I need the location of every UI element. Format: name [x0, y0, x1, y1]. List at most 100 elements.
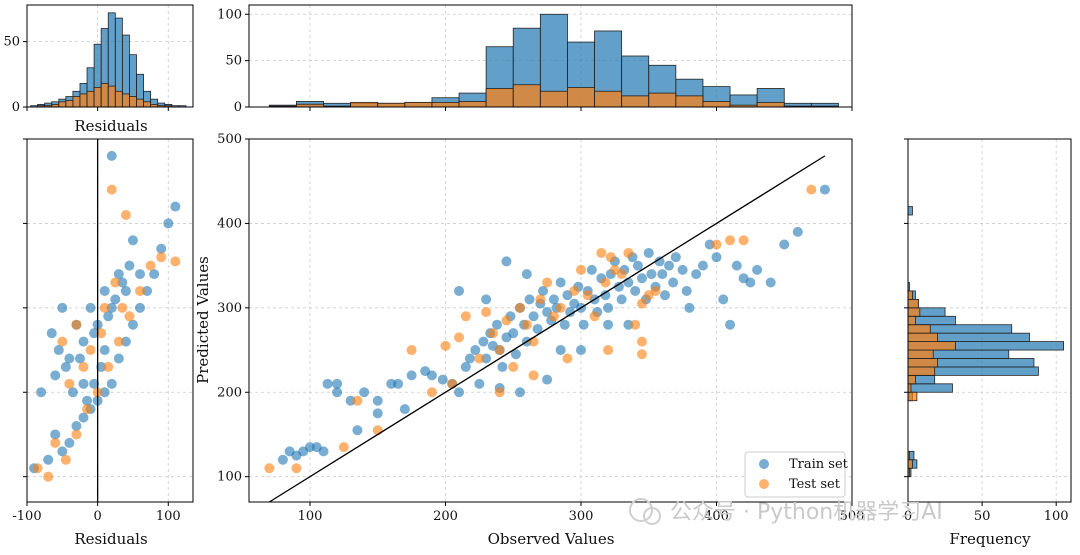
train-point	[630, 285, 641, 296]
train-point	[632, 260, 643, 271]
train-point	[711, 252, 722, 263]
train-residual-point	[78, 336, 89, 347]
test-point	[575, 264, 586, 275]
train-point	[586, 264, 597, 275]
train-residual-point	[142, 285, 153, 296]
main-xtick-label: 300	[569, 509, 594, 524]
test-bar	[907, 315, 916, 326]
train-residual-point	[163, 218, 174, 229]
train-point	[426, 370, 437, 381]
train-residual-point	[96, 361, 107, 372]
train-residual-point	[149, 269, 160, 280]
test-bar	[907, 324, 931, 334]
train-point	[460, 361, 471, 372]
test-bar	[907, 307, 921, 317]
test-point	[542, 277, 553, 288]
test-residual-point	[117, 302, 128, 313]
train-residual-point	[89, 328, 100, 339]
train-point	[575, 345, 586, 356]
train-residual-point	[113, 353, 124, 364]
test-bar	[377, 102, 406, 108]
test-point	[474, 353, 485, 364]
test-point	[711, 239, 722, 250]
main-ytick-label: 500	[217, 132, 242, 147]
pred-hist-frame	[907, 138, 1072, 503]
train-residual-point	[127, 235, 138, 246]
train-residual-point	[85, 302, 96, 313]
obs-hist-ytick-label: 50	[225, 54, 242, 69]
test-bar	[93, 86, 102, 108]
residual-scatter: -100 0 100	[12, 138, 194, 524]
test-bar	[539, 90, 568, 108]
train-point	[654, 256, 665, 267]
train-point	[603, 319, 614, 330]
test-residual-point	[135, 285, 146, 296]
train-point	[765, 277, 776, 288]
test-point	[501, 315, 512, 326]
obs-hist-ytick-label: 0	[234, 100, 242, 115]
test-residual-point	[57, 336, 68, 347]
test-point	[623, 247, 634, 258]
res-hist-frame	[26, 4, 194, 108]
test-point	[600, 277, 611, 288]
train-point	[542, 374, 553, 385]
test-point	[555, 302, 566, 313]
res-hist-ytick-label: 50	[3, 35, 20, 50]
test-bar	[648, 92, 677, 108]
legend-test-marker	[759, 479, 769, 489]
test-bar	[121, 93, 130, 108]
train-point	[603, 302, 614, 313]
train-point	[677, 264, 688, 275]
test-point	[636, 298, 647, 309]
test-bar	[107, 85, 116, 108]
train-point	[532, 323, 543, 334]
test-bar	[65, 100, 74, 108]
train-point	[372, 395, 383, 406]
test-point	[494, 387, 505, 398]
train-point	[613, 281, 624, 292]
train-bar	[907, 383, 953, 393]
train-residual-point	[127, 319, 138, 330]
main-ylabel: Predicted Values	[194, 256, 212, 384]
test-bar	[907, 374, 916, 385]
test-residual-point	[85, 345, 96, 356]
observed-histogram: 0 50 100	[217, 4, 853, 115]
test-point	[603, 345, 614, 356]
train-point	[646, 269, 657, 280]
test-point	[569, 285, 580, 296]
train-residual-point	[36, 387, 47, 398]
train-point	[538, 285, 549, 296]
train-point	[548, 294, 559, 305]
test-bar	[72, 96, 81, 108]
test-point	[426, 387, 437, 398]
test-bar	[907, 290, 913, 300]
test-bar	[431, 101, 460, 108]
test-bar	[136, 98, 144, 108]
watermark-icon	[629, 498, 653, 522]
test-bar	[114, 90, 123, 108]
test-residual-point	[113, 336, 124, 347]
test-bar	[458, 101, 487, 108]
test-point	[264, 463, 275, 474]
train-point	[464, 353, 475, 364]
train-residual-point	[120, 285, 131, 296]
test-bar	[907, 341, 956, 351]
train-point	[752, 264, 763, 275]
obs-hist-frame	[248, 4, 853, 108]
train-point	[437, 374, 448, 385]
train-point	[657, 269, 668, 280]
train-point	[322, 378, 333, 389]
test-bar	[621, 95, 650, 108]
test-residual-point	[43, 471, 54, 482]
test-bar	[143, 101, 152, 108]
test-residual-point	[96, 328, 107, 339]
train-residual-point	[57, 446, 68, 457]
train-residual-point	[135, 269, 146, 280]
pred-hist-xtick-label: 50	[974, 509, 991, 524]
train-residual-point	[50, 429, 61, 440]
train-point	[731, 260, 742, 271]
train-point	[470, 345, 481, 356]
train-point	[501, 256, 512, 267]
train-residual-point	[106, 302, 117, 313]
train-point	[779, 239, 790, 250]
